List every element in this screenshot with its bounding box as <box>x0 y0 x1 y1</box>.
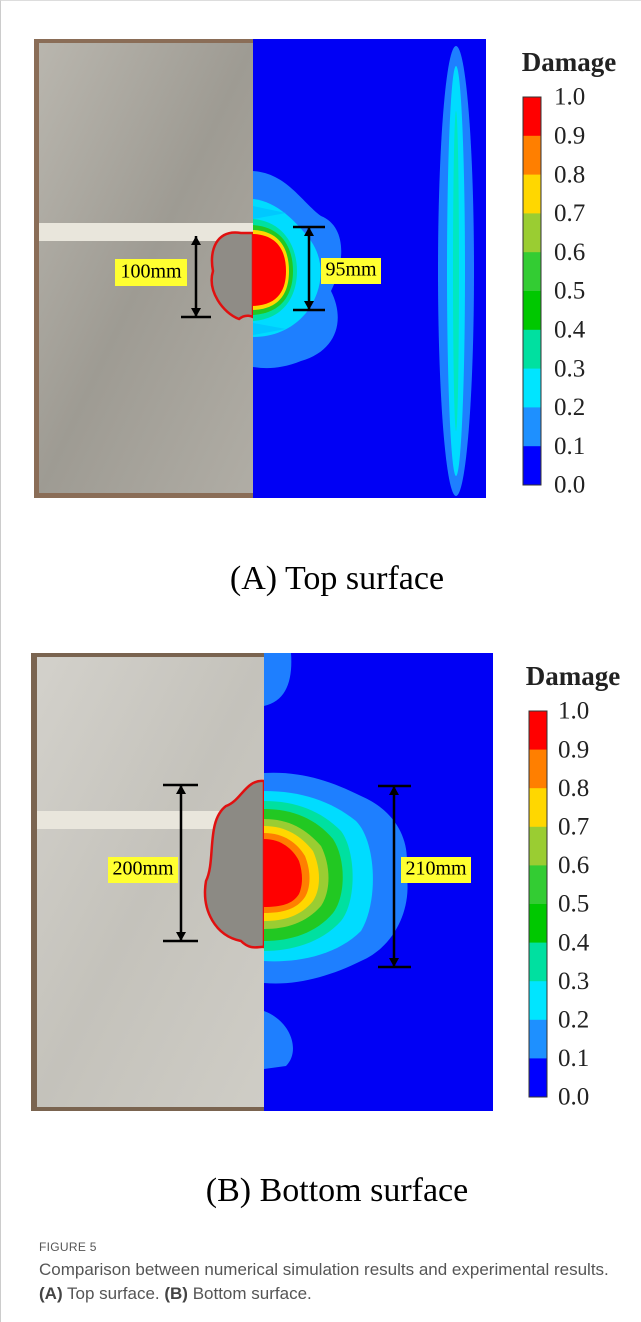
colorbar-segment <box>523 213 541 252</box>
colorbar-segment <box>523 291 541 330</box>
colorbar-label: 0.7 <box>558 814 589 841</box>
colorbar-label: 0.8 <box>554 161 585 188</box>
colorbar-label: 0.4 <box>554 317 586 344</box>
colorbar-segment <box>529 981 547 1020</box>
legend-title: Damage <box>522 47 616 77</box>
colorbar-segment <box>523 252 541 291</box>
colorbar-segment <box>529 711 547 750</box>
measured-label: 100mm <box>120 261 182 283</box>
colorbar-label: 0.9 <box>554 123 585 150</box>
colorbar-label: 0.6 <box>558 852 589 879</box>
colorbar-segment <box>529 750 547 789</box>
colorbar-label: 0.6 <box>554 239 585 266</box>
colorbar-segment <box>523 446 541 485</box>
figure-caption: Comparison between numerical simulation … <box>39 1258 629 1306</box>
colorbar-label: 0.0 <box>554 472 585 499</box>
colorbar-segment <box>523 136 541 175</box>
colorbar-segment <box>529 1058 547 1097</box>
simulated-label: 210mm <box>405 858 467 880</box>
panel-caption: (A) Top surface <box>230 560 444 597</box>
colorbar-label: 0.0 <box>558 1084 589 1111</box>
measured-label: 200mm <box>112 858 174 880</box>
colorbar-label: 0.3 <box>554 355 585 382</box>
colorbar-label: 0.5 <box>558 891 589 918</box>
colorbar-label: 0.3 <box>558 968 589 995</box>
colorbar-segment <box>529 865 547 904</box>
colorbar-segment <box>523 330 541 369</box>
colorbar-segment <box>529 788 547 827</box>
colorbar-label: 0.1 <box>558 1045 589 1072</box>
colorbar-segment <box>523 175 541 214</box>
caption-ref: (A) <box>39 1284 63 1303</box>
colorbar-label: 0.4 <box>558 929 590 956</box>
colorbar-segment <box>529 1020 547 1059</box>
caption-text: Top surface. <box>63 1284 165 1303</box>
colorbar-label: 0.5 <box>554 278 585 305</box>
panel-caption: (B) Bottom surface <box>206 1172 469 1209</box>
colorbar-segment <box>529 943 547 982</box>
colorbar-segment <box>523 369 541 408</box>
colorbar-label: 0.9 <box>558 736 589 763</box>
figure-graphic: 100mm 95mm Damage (A) Top surface 200mm … <box>1 1 641 1231</box>
colorbar-segment <box>529 904 547 943</box>
colorbar-label: 1.0 <box>558 698 589 725</box>
simulated-label: 95mm <box>325 259 377 281</box>
legend-title: Damage <box>526 661 620 691</box>
colorbar-segment <box>523 97 541 136</box>
caption-text: Bottom surface. <box>188 1284 312 1303</box>
colorbar-label: 0.2 <box>558 1007 589 1034</box>
colorbar-label: 0.2 <box>554 394 585 421</box>
colorbar-label: 0.1 <box>554 433 585 460</box>
contour <box>453 111 459 431</box>
page: 100mm 95mm Damage (A) Top surface 200mm … <box>0 0 641 1322</box>
colorbar-segment <box>523 407 541 446</box>
caption-text: Comparison between numerical simulation … <box>39 1260 609 1279</box>
colorbar-label: 0.8 <box>558 775 589 802</box>
colorbar-label: 0.7 <box>554 200 585 227</box>
colorbar-label: 1.0 <box>554 84 585 111</box>
colorbar-segment <box>529 827 547 866</box>
caption-ref: (B) <box>164 1284 188 1303</box>
figure-label: FIGURE 5 <box>39 1240 97 1254</box>
